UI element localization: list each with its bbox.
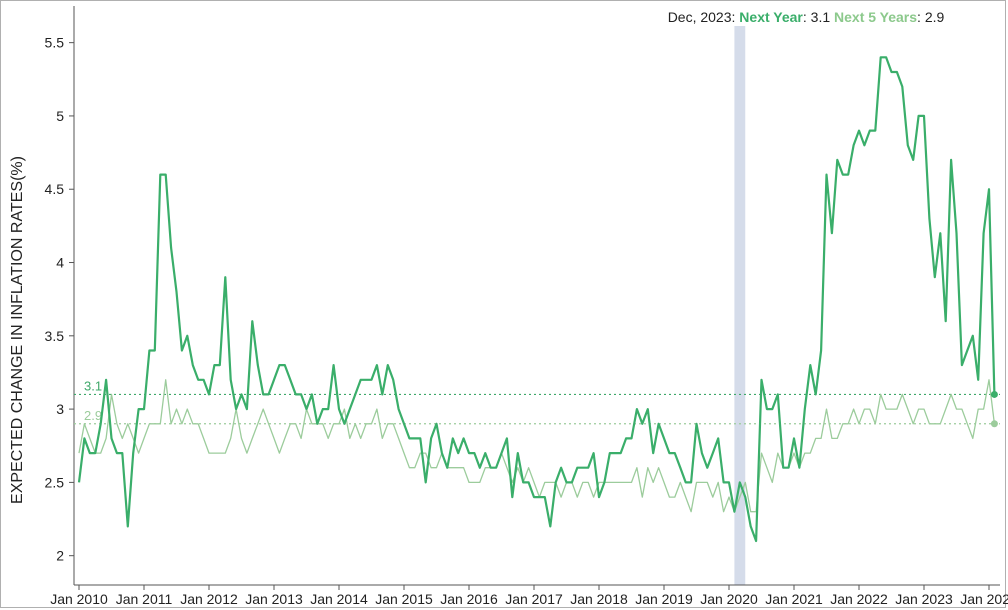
readout-series2-label: Next 5 Years — [834, 9, 917, 25]
x-tick: Jan 2017 — [505, 585, 563, 607]
recession-band-layer — [734, 26, 746, 585]
y-tick: 4 — [56, 255, 74, 271]
recession-band — [734, 26, 746, 585]
readout-series1-label: Next Year — [739, 9, 803, 25]
readout-series1-value: 3.1 — [811, 9, 831, 25]
x-tick-label: Jan 2017 — [505, 591, 563, 607]
y-tick-label: 2 — [56, 548, 64, 564]
series-layer — [77, 56, 998, 543]
y-tick-label: 5 — [56, 108, 64, 124]
x-tick: Jan 2010 — [50, 585, 108, 607]
y-tick-label: 4 — [56, 255, 64, 271]
y-tick-label: 4.5 — [45, 181, 65, 197]
y-tick-label: 2.5 — [45, 474, 65, 490]
y-tick-label: 3.5 — [45, 328, 65, 344]
reference-line-label: 3.1 — [84, 378, 102, 393]
x-tick-label: Jan 2016 — [440, 591, 498, 607]
readout-sep-2: : — [803, 9, 811, 25]
x-tick-label: Jan 2023 — [895, 591, 953, 607]
series-endpoint[interactable] — [990, 420, 998, 428]
reference-line-label: 2.9 — [84, 408, 102, 423]
readout-date: Dec, 2023 — [668, 9, 732, 25]
y-tick: 5 — [56, 108, 74, 124]
x-tick: Jan 2019 — [635, 585, 693, 607]
y-tick-label: 5.5 — [45, 35, 65, 51]
x-tick: Jan 2022 — [830, 585, 888, 607]
x-tick: Jan 2013 — [245, 585, 303, 607]
readout-sep-1: : — [732, 9, 740, 25]
y-tick: 5.5 — [45, 35, 74, 51]
x-tick: Jan 2024 — [960, 585, 1008, 607]
x-tick: Jan 2011 — [116, 585, 173, 607]
y-axis-label: EXPECTED CHANGE IN INFLATION RATES(%) — [9, 156, 26, 504]
x-tick-label: Jan 2024 — [960, 591, 1008, 607]
x-tick-label: Jan 2022 — [830, 591, 888, 607]
series-line — [78, 379, 996, 513]
x-tick: Jan 2021 — [765, 585, 823, 607]
x-tick-label: Jan 2014 — [310, 591, 368, 607]
readout-series2-value: 2.9 — [925, 9, 945, 25]
x-tick: Jan 2020 — [700, 585, 758, 607]
x-tick: Jan 2015 — [375, 585, 433, 607]
x-tick-label: Jan 2012 — [180, 591, 238, 607]
x-tick: Jan 2023 — [895, 585, 953, 607]
x-tick-label: Jan 2020 — [700, 591, 758, 607]
series-line — [77, 56, 996, 543]
readout-sep-3: : — [917, 9, 925, 25]
y-tick: 3 — [56, 401, 74, 417]
x-tick-label: Jan 2021 — [765, 591, 823, 607]
x-tick: Jan 2016 — [440, 585, 498, 607]
x-tick-label: Jan 2013 — [245, 591, 303, 607]
x-tick-label: Jan 2011 — [116, 591, 173, 607]
x-tick: Jan 2018 — [570, 585, 628, 607]
y-tick: 3.5 — [45, 328, 74, 344]
hover-readout: Dec, 2023: Next Year: 3.1 Next 5 Years: … — [668, 9, 945, 25]
y-tick: 4.5 — [45, 181, 74, 197]
x-tick: Jan 2014 — [310, 585, 368, 607]
x-tick-label: Jan 2018 — [570, 591, 628, 607]
series-endpoint[interactable] — [990, 390, 998, 398]
axes-layer: 2 2.5 3 3.5 4 4.5 5 5.5 Jan 2010 Jan 2011 Jan 2012… — [45, 6, 1008, 607]
x-tick-label: Jan 2010 — [50, 591, 108, 607]
y-tick: 2.5 — [45, 474, 74, 490]
y-tick-label: 3 — [56, 401, 64, 417]
x-tick: Jan 2012 — [180, 585, 238, 607]
x-tick-label: Jan 2015 — [375, 591, 433, 607]
x-tick-label: Jan 2019 — [635, 591, 693, 607]
y-tick: 2 — [56, 548, 74, 564]
